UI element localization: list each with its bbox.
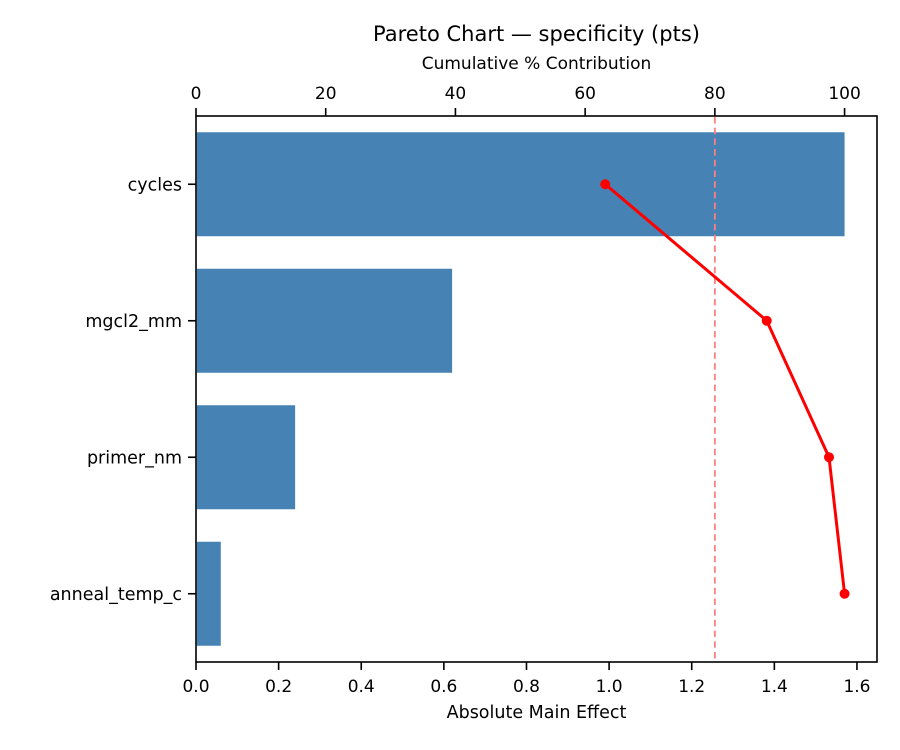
- category-label-anneal_temp_c: anneal_temp_c: [50, 585, 182, 605]
- category-label-primer_nm: primer_nm: [87, 448, 182, 468]
- bottom-axis-tick-label: 1.0: [596, 677, 623, 697]
- bottom-axis-tick-label: 0.4: [348, 677, 375, 697]
- cumulative-point-mgcl2_mm: [761, 315, 772, 326]
- category-label-mgcl2_mm: mgcl2_mm: [85, 312, 182, 332]
- bar-anneal_temp_c: [196, 541, 221, 646]
- bar-primer_nm: [196, 405, 296, 510]
- top-axis-tick-label: 100: [828, 84, 860, 104]
- top-axis-tick-label: 60: [574, 84, 596, 104]
- top-axis-tick-label: 80: [704, 84, 726, 104]
- bottom-axis-tick-label: 1.4: [761, 677, 788, 697]
- bottom-axis-tick-label: 0.8: [513, 677, 540, 697]
- cumulative-point-cycles: [600, 179, 611, 190]
- bottom-axis-tick-label: 0.6: [430, 677, 457, 697]
- top-axis-tick-label: 40: [445, 84, 467, 104]
- bar-mgcl2_mm: [196, 268, 453, 373]
- cumulative-point-anneal_temp_c: [839, 588, 850, 599]
- cumulative-line: [603, 182, 847, 596]
- top-axis-tick-label: 0: [191, 84, 202, 104]
- bottom-axis-tick-label: 1.2: [678, 677, 705, 697]
- bottom-axis-title: Absolute Main Effect: [446, 703, 627, 723]
- top-axis-title: Cumulative % Contribution: [421, 54, 652, 74]
- bottom-axis-tick-label: 1.6: [843, 677, 870, 697]
- chart-title: Pareto Chart — specificity (pts): [373, 22, 700, 46]
- category-label-cycles: cycles: [128, 175, 182, 195]
- bar-cycles: [196, 132, 845, 237]
- top-axis-tick-label: 20: [315, 84, 337, 104]
- bottom-axis-tick-label: 0.0: [182, 677, 209, 697]
- bottom-axis-tick-label: 0.2: [265, 677, 292, 697]
- cumulative-point-primer_nm: [824, 452, 835, 463]
- axes-spines: [195, 115, 878, 663]
